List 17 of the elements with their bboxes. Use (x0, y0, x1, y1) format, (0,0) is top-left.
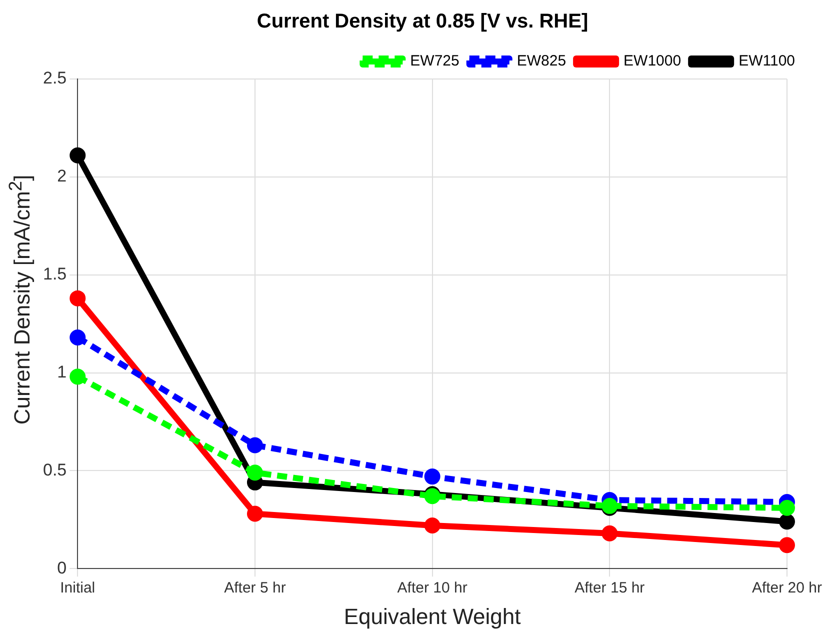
y-tick-label: 1 (57, 362, 67, 382)
legend-label: EW825 (516, 52, 566, 70)
x-tick-label: After 10 hr (397, 580, 468, 597)
legend-label: EW1000 (624, 52, 682, 70)
legend-label: EW725 (410, 52, 460, 70)
x-axis-title: Equivalent Weight (344, 604, 521, 629)
chart-title: Current Density at 0.85 [V vs. RHE] (256, 10, 588, 33)
x-tick-label: After 20 hr (752, 580, 822, 597)
x-tick-label: After 5 hr (224, 580, 286, 597)
y-tick-label: 0 (57, 558, 67, 578)
y-tick-label: 0.5 (42, 460, 67, 480)
y-tick-label: 1.5 (42, 264, 67, 284)
x-tick-label: Initial (60, 580, 96, 597)
legend-label: EW1100 (738, 52, 796, 70)
y-tick-label: 2 (57, 166, 67, 186)
y-tick-label: 2.5 (42, 68, 67, 88)
x-tick-label: After 15 hr (574, 580, 645, 597)
